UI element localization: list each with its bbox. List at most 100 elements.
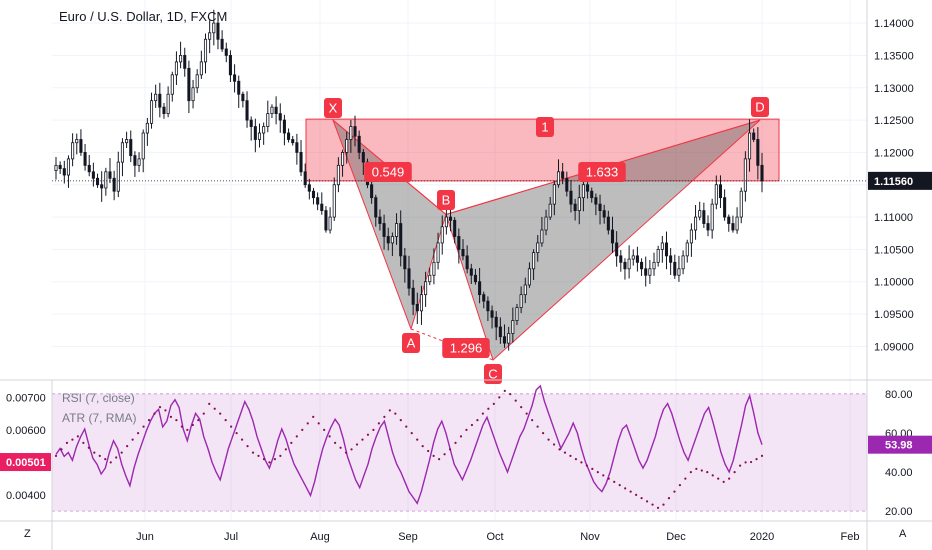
rsi-current-label: 53.98: [885, 440, 913, 452]
pattern-labels: X A B C D 0.549 1.296 1.633 1: [324, 97, 769, 384]
candle-body: [162, 106, 166, 115]
candle-body: [241, 93, 245, 102]
candle-body: [694, 216, 698, 231]
candle-body: [623, 261, 627, 270]
candle-body: [91, 171, 95, 179]
time-tick-label: Dec: [666, 531, 686, 543]
candle-body: [320, 203, 324, 212]
candle-body: [71, 142, 75, 160]
atr-point: [180, 425, 183, 428]
candle-body: [403, 255, 407, 270]
atr-point: [230, 425, 233, 428]
candle-body: [415, 303, 419, 312]
candle-body: [137, 158, 141, 166]
atr-point: [728, 477, 731, 480]
atr-point: [169, 415, 173, 418]
atr-point: [645, 500, 649, 503]
price-tick-label: 1.09500: [874, 309, 914, 321]
atr-point: [334, 441, 337, 444]
candle-body: [523, 284, 527, 296]
atr-point: [82, 441, 85, 444]
atr-point: [470, 423, 474, 427]
atr-point: [219, 412, 222, 415]
candle-body: [374, 197, 378, 218]
price-tick-label: 1.12500: [874, 115, 914, 127]
candle-body: [457, 236, 461, 250]
atr-point: [624, 487, 627, 490]
atr-point: [498, 396, 501, 399]
candle-body: [615, 242, 619, 257]
candle-body: [357, 135, 361, 153]
candle-body: [502, 336, 507, 344]
auto-scale-button[interactable]: A: [899, 528, 907, 540]
price-axis[interactable]: 1.14000 1.13500 1.13000 1.12500 1.12000 1.115…: [868, 18, 932, 353]
candle-body: [79, 139, 83, 153]
atr-point: [257, 454, 260, 457]
atr-point: [323, 428, 326, 431]
atr-point: [421, 445, 424, 448]
candle-body: [170, 74, 174, 95]
price-tick-label: 1.14000: [874, 18, 914, 30]
atr-point: [109, 461, 112, 464]
pattern-ratio-bg: [578, 162, 626, 182]
zone-label-bg: [536, 117, 554, 137]
candle-body: [598, 203, 602, 212]
candle-body: [760, 164, 764, 182]
atr-point: [317, 422, 320, 425]
zone-label: 1: [541, 120, 548, 135]
atr-point: [607, 477, 610, 480]
atr-point: [459, 435, 463, 438]
atr-point: [344, 451, 348, 454]
atr-point: [213, 407, 216, 410]
atr-point: [678, 484, 682, 487]
atr-point: [164, 409, 167, 412]
candle-body: [199, 61, 203, 76]
candle-body: [266, 113, 270, 127]
atr-point: [580, 461, 583, 464]
candle-body: [237, 80, 241, 95]
atr-point: [492, 402, 495, 405]
candle-body: [631, 255, 635, 260]
candle-body: [183, 55, 187, 69]
rsi-legend-label[interactable]: RSI (7, close): [62, 391, 135, 405]
pattern-ratio-bg: [364, 162, 412, 182]
atr-point: [251, 451, 255, 454]
timezone-button[interactable]: Z: [24, 528, 31, 540]
candle-body: [133, 155, 137, 166]
atr-point: [552, 443, 556, 446]
atr-point: [613, 480, 616, 483]
candle-body: [224, 48, 228, 56]
atr-point: [640, 497, 643, 500]
candle-body: [548, 203, 552, 218]
candle-body: [710, 203, 714, 231]
pattern-point-a-bg: [402, 333, 420, 353]
candle-body: [482, 294, 486, 302]
candle-body: [419, 294, 423, 312]
atr-point: [197, 419, 200, 422]
candle-body: [324, 210, 328, 231]
atr-point: [410, 432, 413, 435]
candle-body: [174, 61, 178, 76]
candle-body: [220, 38, 224, 50]
pattern-ratio: 1.633: [586, 165, 619, 180]
candle-body: [112, 177, 116, 192]
candle-body: [432, 261, 436, 276]
candle-body: [677, 268, 681, 276]
time-axis[interactable]: Jun Jul Aug Sep Oct Nov Dec 2020 Feb: [136, 531, 859, 543]
candle-body: [478, 281, 482, 296]
atr-point: [755, 458, 758, 461]
atr-point: [722, 480, 725, 483]
candle-body: [370, 184, 374, 199]
atr-point: [394, 412, 397, 415]
candle-body: [619, 255, 623, 263]
candle-body: [83, 152, 87, 166]
time-tick-label: Oct: [486, 531, 503, 543]
atr-point: [361, 438, 364, 441]
time-tick-label: Feb: [841, 531, 860, 543]
atr-legend-label[interactable]: ATR (7, RMA): [62, 411, 137, 425]
candle-body: [274, 106, 278, 115]
candle-body: [75, 139, 79, 144]
